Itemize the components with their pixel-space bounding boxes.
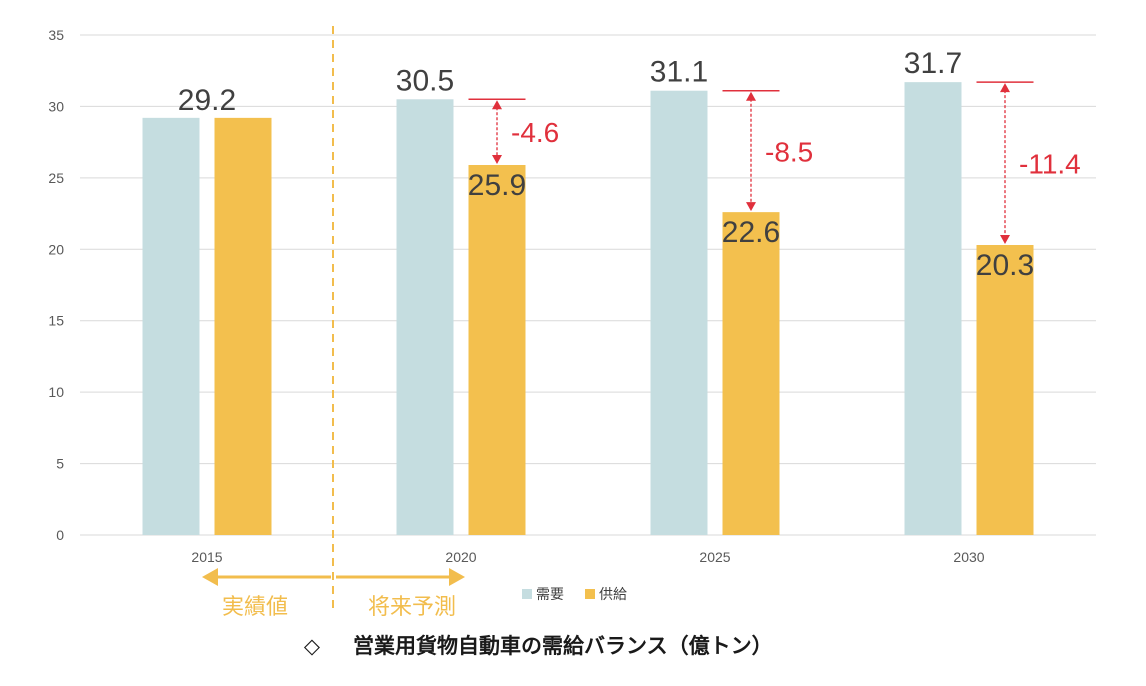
demand-value-label: 30.5 [396,64,454,97]
gap-label: -4.6 [511,117,559,148]
gap-arrow-head [492,100,502,110]
supply-bar [722,212,780,535]
y-tick-label: 25 [48,170,64,186]
demand-bar [396,99,454,536]
y-tick-label: 20 [48,241,64,257]
supply-bar [214,117,272,535]
gap-arrow-head [492,155,502,164]
y-tick-label: 15 [48,313,64,329]
legend-supply-label: 供給 [599,587,627,603]
x-tick-label: 2025 [699,549,730,565]
gap-arrow-head [1000,235,1010,244]
gap-arrow-head [746,91,756,101]
supply-value-label: 29.2 [178,84,236,117]
gap-label: -8.5 [765,136,813,167]
gap-arrow-head [1000,83,1010,93]
x-tick-label: 2015 [191,549,222,565]
y-tick-label: 30 [48,98,64,114]
supply-value-label: 25.9 [468,169,526,202]
demand-value-label: 31.7 [904,47,962,80]
legend-demand-swatch [522,589,532,599]
supply-value-label: 20.3 [976,249,1034,282]
y-tick-label: 35 [48,27,64,43]
demand-value-label: 31.1 [650,56,708,89]
legend: 需要 供給 [522,587,627,603]
chart-title: 営業用貨物自動車の需給バランス（億トン） [353,634,773,658]
y-tick-label: 5 [56,456,64,472]
y-tick-label: 0 [56,527,64,543]
y-tick-label: 10 [48,384,64,400]
period-forecast-label: 将来予測 [368,595,456,620]
x-tick-label: 2020 [445,549,476,565]
gap-arrow-head [746,202,756,212]
demand-bar [650,90,708,535]
actual-arrow-head [202,568,218,586]
legend-supply-swatch [585,589,595,599]
period-arrows: 実績値 将来予測 [202,568,465,620]
caption-symbol: ◇ [304,634,321,658]
demand-bar [142,117,200,535]
chart-caption: ◇ 営業用貨物自動車の需給バランス（億トン） [304,634,773,658]
legend-demand-label: 需要 [536,587,564,603]
x-tick-label: 2030 [953,549,984,565]
demand-bar [904,82,962,536]
supply-bar [468,165,526,535]
supply-value-label: 22.6 [722,216,780,249]
supply-bar [976,245,1034,535]
gap-label: -11.4 [1019,149,1081,180]
period-actual-label: 実績値 [222,595,288,620]
forecast-arrow-head [449,568,465,586]
